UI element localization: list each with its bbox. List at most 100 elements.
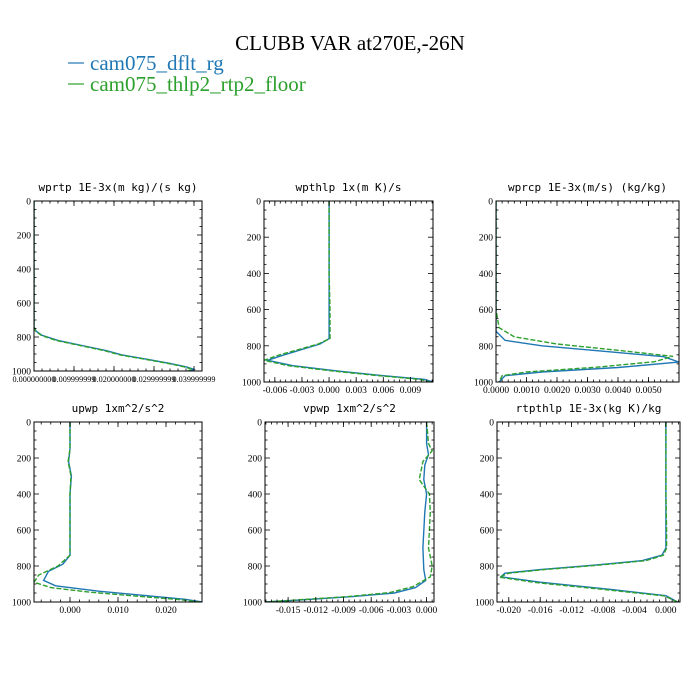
x-tick-label: -0.006 — [359, 606, 384, 616]
y-tick-label: 0 — [26, 419, 31, 429]
plot-frame — [264, 421, 435, 603]
panel-2: wpthlp 1x(m K)/s 0 200 400 600 800 1000-0.006-… — [242, 181, 434, 396]
x-tick-label: 0.000000000 — [13, 375, 56, 384]
x-tick-label: 0.009 — [400, 386, 422, 396]
y-tick-label: 0 — [26, 198, 31, 208]
series-line-2 — [34, 422, 200, 602]
x-tick-label: 0.010 — [107, 606, 129, 616]
y-tick-label: 400 — [479, 270, 494, 280]
series-line-1 — [496, 201, 679, 382]
y-tick-label: 600 — [479, 306, 494, 316]
y-tick-label: 800 — [248, 563, 263, 573]
x-tick-label: 0.009999999 — [53, 375, 96, 384]
panel-title: wpthlp 1x(m K)/s — [296, 181, 402, 194]
x-tick-label: 0.029999999 — [133, 375, 176, 384]
y-tick-label: 800 — [17, 334, 32, 344]
x-tick-label: -0.015 — [276, 606, 301, 616]
y-tick-label: 200 — [248, 455, 263, 465]
x-tick-label: -0.012 — [559, 606, 584, 616]
y-tick-label: 600 — [17, 300, 32, 310]
y-tick-label: 200 — [479, 234, 494, 244]
y-tick-label: 800 — [479, 342, 494, 352]
panel-title: upwp 1xm^2/s^2 — [72, 402, 165, 415]
x-tick-label: -0.020 — [497, 606, 522, 616]
y-tick-label: 200 — [17, 455, 32, 465]
x-tick-label: 0.0040 — [605, 386, 631, 396]
panels: wprtp 1E-3x(m kg)/(s kg) 0 200 400 600 800 100… — [12, 181, 681, 616]
y-tick-label: 1000 — [12, 599, 31, 609]
panel-title: wprcp 1E-3x(m/s) (kg/kg) — [508, 181, 667, 194]
y-tick-label: 1000 — [12, 368, 31, 378]
y-tick-label: 600 — [17, 527, 32, 537]
x-tick-label: 0.000 — [416, 606, 438, 616]
y-tick-label: 1000 — [243, 599, 262, 609]
x-tick-label: -0.006 — [263, 386, 288, 396]
x-tick-label: -0.016 — [528, 606, 553, 616]
y-tick-label: 200 — [247, 234, 262, 244]
legend: cam075_dflt_rg cam075_thlp2_rtp2_floor — [68, 51, 306, 96]
x-tick-label: -0.009 — [331, 606, 356, 616]
x-tick-label: 0.0000 — [483, 386, 509, 396]
panel-title: wprtp 1E-3x(m kg)/(s kg) — [39, 181, 198, 194]
x-tick-label: -0.008 — [591, 606, 616, 616]
series-line-1 — [499, 422, 678, 602]
x-tick-label: 0.0050 — [635, 386, 661, 396]
x-tick-label: 0.020000000 — [93, 375, 136, 384]
y-tick-label: 400 — [247, 270, 262, 280]
series-line-2 — [497, 422, 678, 602]
x-tick-label: 0.039999999 — [173, 375, 216, 384]
y-tick-label: 1000 — [475, 599, 494, 609]
series-line-2 — [264, 201, 431, 382]
plot-frame — [263, 200, 434, 383]
y-tick-label: 400 — [17, 491, 32, 501]
panel-3: wprcp 1E-3x(m/s) (kg/kg) 0 200 400 600 800 100… — [474, 181, 680, 396]
x-tick-label: 0.0010 — [513, 386, 539, 396]
y-tick-label: 400 — [248, 491, 263, 501]
series-line-1 — [265, 422, 430, 602]
y-tick-label: 400 — [17, 266, 32, 276]
series-line-1 — [264, 201, 433, 382]
series-line-2 — [34, 201, 195, 371]
y-tick-label: 200 — [17, 232, 32, 242]
plot-frame — [33, 421, 203, 603]
x-tick-label: 0.020 — [155, 606, 177, 616]
panel-6: rtpthlp 1E-3x(kg K)/kg02004006008001000-… — [475, 402, 681, 616]
x-tick-label: 0.0020 — [544, 386, 570, 396]
x-tick-label: 0.0030 — [574, 386, 600, 396]
series-line-2 — [496, 201, 674, 382]
x-tick-label: -0.003 — [290, 386, 315, 396]
figure-title: CLUBB VAR at270E,-26N — [235, 31, 465, 55]
y-tick-label: 0 — [489, 419, 494, 429]
series-line-2 — [265, 422, 434, 602]
x-tick-label: 0.000 — [59, 606, 81, 616]
plot-frame — [495, 200, 680, 383]
legend-label-2: cam075_thlp2_rtp2_floor — [90, 72, 306, 96]
y-tick-label: 600 — [247, 306, 262, 316]
x-tick-label: 0.000 — [318, 386, 340, 396]
y-tick-label: 1000 — [242, 379, 261, 389]
panel-title: vpwp 1xm^2/s^2 — [303, 402, 396, 415]
y-tick-label: 1000 — [474, 379, 493, 389]
y-tick-label: 0 — [488, 198, 493, 208]
y-tick-label: 200 — [480, 455, 495, 465]
series-line-1 — [34, 201, 197, 371]
y-tick-label: 600 — [248, 527, 263, 537]
x-tick-label: 0.006 — [373, 386, 395, 396]
x-tick-label: -0.012 — [304, 606, 329, 616]
x-tick-label: 0.003 — [345, 386, 367, 396]
plot-frame — [33, 200, 203, 372]
plot-frame — [496, 421, 681, 603]
y-tick-label: 800 — [247, 342, 262, 352]
x-tick-label: 0.000 — [655, 606, 677, 616]
y-tick-label: 800 — [480, 563, 495, 573]
x-tick-label: -0.003 — [387, 606, 412, 616]
y-tick-label: 0 — [256, 198, 261, 208]
legend-label-1: cam075_dflt_rg — [90, 51, 224, 75]
x-tick-label: -0.004 — [622, 606, 647, 616]
y-tick-label: 400 — [480, 491, 495, 501]
y-tick-label: 0 — [257, 419, 262, 429]
y-tick-label: 600 — [480, 527, 495, 537]
panel-title: rtpthlp 1E-3x(kg K)/kg — [516, 402, 662, 415]
